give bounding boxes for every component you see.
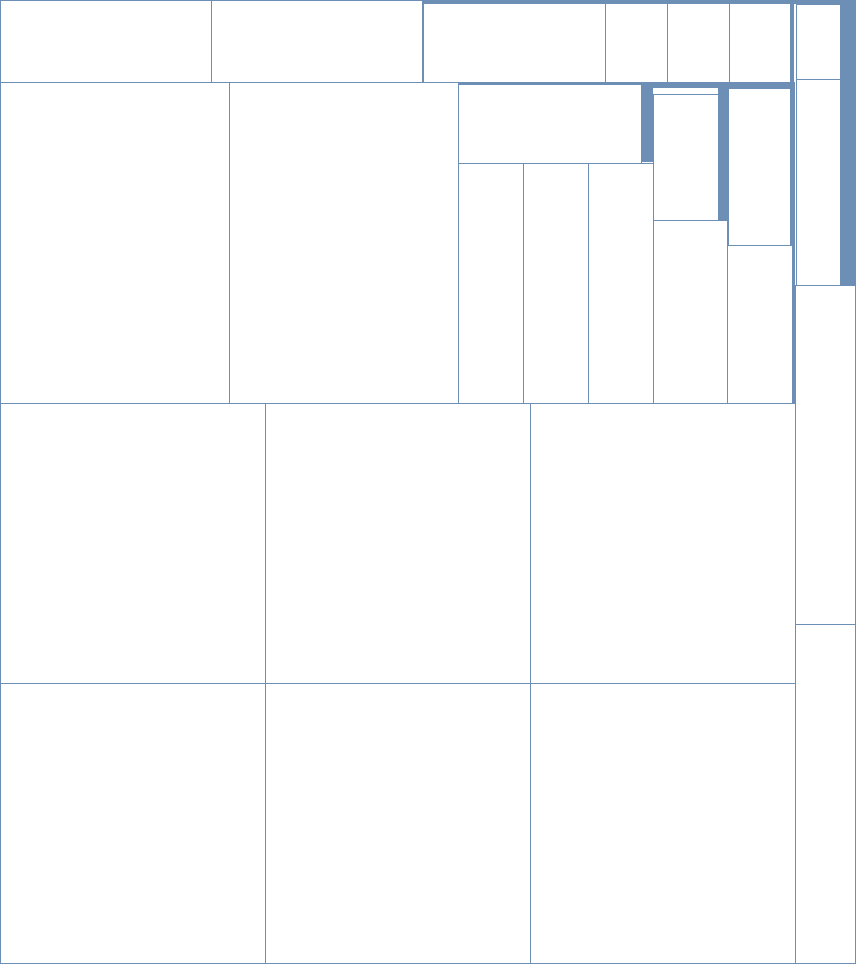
highlight-border-4 [641, 82, 653, 162]
highlight-border-2 [790, 0, 794, 82]
treemap-cell-19 [728, 88, 791, 246]
treemap-cell-9 [795, 285, 856, 625]
treemap-cell-15 [523, 163, 589, 404]
treemap-cell-25 [265, 683, 531, 964]
treemap-cell-4 [605, 3, 668, 83]
treemap-cell-23 [530, 403, 796, 684]
treemap-cell-12 [229, 82, 459, 404]
treemap-cell-1 [0, 0, 212, 83]
treemap-cell-11 [0, 82, 230, 404]
treemap-cell-22 [265, 403, 531, 684]
treemap-cell-16 [588, 163, 654, 404]
treemap-cell-5 [667, 3, 730, 83]
highlight-border-6 [790, 82, 795, 404]
treemap-cell-20 [727, 245, 793, 404]
treemap-cell-10 [795, 624, 856, 964]
highlight-border-1 [422, 0, 794, 3]
treemap-cell-26 [530, 683, 796, 964]
highlight-border-5 [718, 88, 728, 221]
highlight-border-8 [840, 0, 856, 286]
treemap-cell-14 [458, 163, 524, 404]
treemap-cell-21 [0, 403, 266, 684]
treemap-cell-13 [458, 84, 642, 164]
treemap-cell-18 [653, 220, 728, 404]
treemap-cell-8 [796, 79, 841, 286]
highlight-border-7 [793, 0, 856, 4]
treemap-cell-3 [423, 3, 606, 83]
treemap-cell-6 [729, 3, 791, 83]
treemap-cell-2 [211, 0, 423, 83]
treemap-cell-17 [653, 94, 719, 221]
treemap-cell-7 [796, 4, 841, 80]
treemap-cell-24 [0, 683, 266, 964]
